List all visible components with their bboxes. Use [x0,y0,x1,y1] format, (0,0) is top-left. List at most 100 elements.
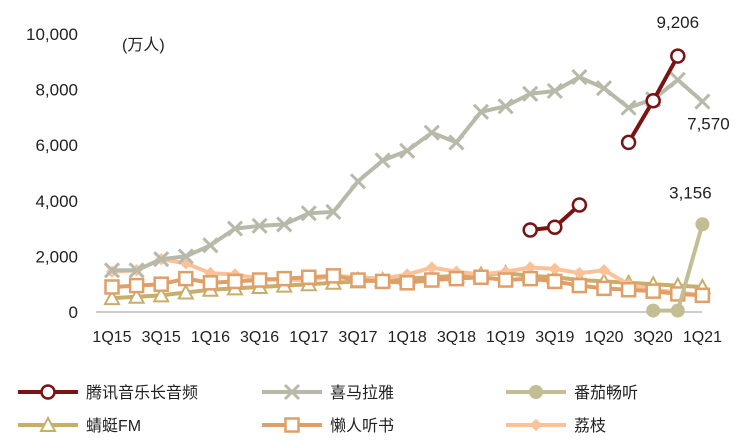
data-point [448,134,465,151]
data-point [226,220,244,237]
data-label: 7,570 [687,115,730,134]
x-tick-label: 1Q20 [584,329,623,346]
data-point [473,269,489,285]
data-point [448,270,465,287]
data-point [620,99,637,116]
x-tick-label: 1Q21 [683,329,722,346]
data-point [546,82,563,100]
data-point [669,71,686,88]
y-tick-label: 8,000 [35,81,78,100]
legend-item: 番茄畅听 [506,384,638,402]
data-point [300,205,317,222]
data-point [694,287,711,304]
data-point [571,69,588,86]
data-point [325,203,342,220]
data-point [547,273,563,290]
data-point [178,270,194,287]
legend-marker [529,418,543,432]
data-point [177,283,195,300]
data-point [548,262,562,276]
data-point [573,266,586,280]
x-tick-label: 1Q17 [289,329,328,346]
data-label: 3,156 [669,183,712,202]
data-point [695,217,710,232]
data-annotations: 9,206 7,570 3,156 [657,13,730,202]
data-point [103,262,121,279]
legend-item: 喜马拉雅 [262,383,394,402]
data-point [350,272,366,288]
data-point [153,251,170,268]
data-point [128,277,145,294]
data-point [152,286,170,303]
legend-marker [529,385,543,399]
data-point [301,269,317,285]
data-point [103,288,121,306]
data-point [497,272,514,288]
data-point [522,222,538,238]
legend-label: 懒人听书 [330,417,394,435]
x-tick-label: 3Q15 [142,329,181,346]
data-point [522,270,538,287]
y-tick-label: 6,000 [35,136,78,155]
data-point [596,280,612,297]
x-tick-label: 1Q16 [191,329,230,346]
legend-marker [284,417,300,433]
data-point [547,219,563,235]
data-point [127,287,146,304]
series-3 [646,217,710,318]
y-tick-label: 4,000 [35,192,78,211]
data-point [202,237,219,254]
legend-item: 懒人听书 [262,417,394,435]
x-tick-label: 1Q19 [486,329,525,346]
data-point [227,273,243,290]
x-tick-label: 3Q16 [240,329,279,346]
data-point [423,124,440,141]
x-tick-label: 3Q17 [338,329,377,346]
x-tick-label: 3Q19 [535,329,574,346]
data-point [251,217,268,234]
x-tick-label: 3Q18 [437,329,476,346]
y-tick-label: 0 [69,303,78,322]
legend-marker [39,415,57,432]
x-tick-label: 1Q18 [388,329,427,346]
legend-item: 腾讯音乐长音频 [18,384,198,402]
series-line [112,75,704,273]
legend-item: 蜻蜓FM [18,415,141,435]
data-label: 9,206 [657,13,700,32]
legend-marker [40,384,56,400]
data-point [646,303,661,318]
data-point [670,303,685,318]
data-point [522,85,539,102]
data-point [694,93,711,110]
y-tick-label: 2,000 [35,247,78,266]
legend-label: 蜻蜓FM [86,417,141,435]
series-5 [104,268,711,304]
data-point [399,142,416,159]
data-point [645,283,661,299]
legend-label: 番茄畅听 [574,384,638,402]
y-axis: 10,000 8,000 6,000 4,000 2,000 0 [26,25,78,322]
data-point [472,103,490,120]
data-point [374,152,391,169]
series-1 [522,48,686,238]
data-point [497,98,514,115]
data-point [424,272,440,288]
legend-item: 荔枝 [506,417,606,435]
data-point [620,282,637,298]
data-point [571,277,588,294]
data-point [251,272,268,288]
data-point [325,268,342,284]
x-tick-label: 1Q15 [92,329,131,346]
data-point [349,173,367,190]
x-axis: 1Q15 3Q15 1Q16 3Q16 1Q17 3Q17 1Q18 3Q18 1Q19 3Q19… [92,311,722,346]
legend-label: 腾讯音乐长音频 [86,384,198,402]
data-point [597,264,611,277]
y-tick-label: 10,000 [26,25,78,44]
data-point [425,261,439,274]
plot-area [103,48,712,318]
data-point [374,273,391,290]
legend-label: 荔枝 [574,417,606,435]
legend-label: 喜马拉雅 [330,384,394,402]
